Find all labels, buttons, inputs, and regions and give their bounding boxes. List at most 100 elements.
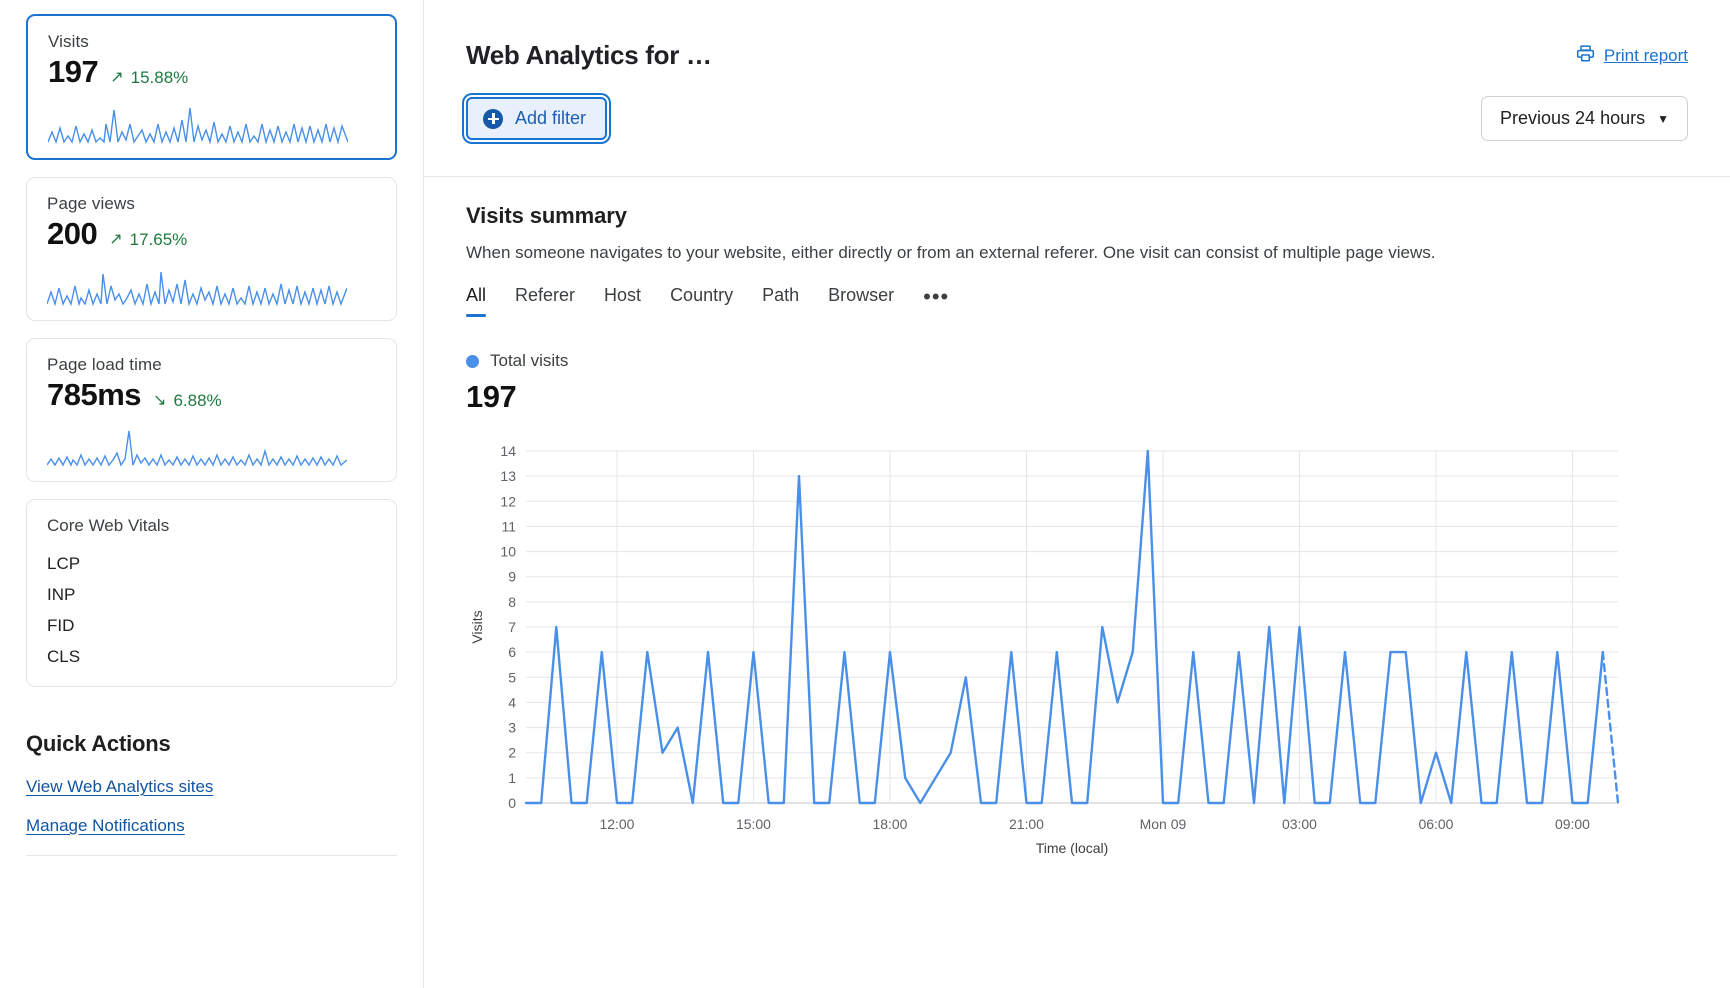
metric-value: 785ms — [47, 377, 142, 412]
svg-text:13: 13 — [500, 468, 516, 484]
cwv-bar-track — [101, 646, 376, 668]
core-web-vitals-card[interactable]: Core Web Vitals LCP INP FID CLS — [26, 499, 397, 687]
tab-bar: All Referer Host Country Path Browser ••… — [466, 285, 1688, 317]
svg-text:9: 9 — [508, 569, 516, 585]
plus-circle-icon — [483, 108, 503, 129]
legend-label: Total visits — [490, 351, 569, 370]
metric-label: Page views — [47, 194, 135, 213]
metric-row: 785ms ↘ 6.88% — [47, 377, 376, 419]
chart-legend: Total visits — [466, 351, 1688, 371]
divider — [26, 855, 397, 856]
metric-delta-value: 15.88% — [130, 68, 189, 87]
svg-text:12: 12 — [500, 493, 516, 509]
link-manage-notifications[interactable]: Manage Notifications — [26, 816, 185, 835]
svg-text:8: 8 — [508, 594, 516, 610]
chevron-down-icon: ▼ — [1657, 111, 1669, 126]
metric-card-page-load-time[interactable]: Page load time 785ms ↘ 6.88% — [26, 338, 397, 482]
svg-text:4: 4 — [508, 694, 516, 710]
section-description: When someone navigates to your website, … — [466, 243, 1436, 262]
sparkline-visits — [48, 107, 348, 145]
svg-text:14: 14 — [500, 443, 516, 459]
metric-card-page-views[interactable]: Page views 200 ↗ 17.65% — [26, 177, 397, 321]
main-content: Web Analytics for … Print report Ad — [424, 0, 1730, 988]
trend-up-icon: ↗ — [110, 69, 124, 86]
sidebar: Visits 197 ↗ 15.88% Page views 200 ↗ 17.… — [0, 0, 424, 988]
add-filter-label: Add filter — [515, 108, 587, 128]
svg-text:10: 10 — [500, 544, 516, 560]
print-report-label: Print report — [1603, 46, 1688, 65]
cwv-row-lcp: LCP — [47, 552, 376, 575]
tab-browser[interactable]: Browser — [828, 285, 895, 305]
sparkline-page-views — [47, 271, 347, 307]
metric-row: 197 ↗ 15.88% — [48, 54, 375, 96]
tab-host[interactable]: Host — [604, 285, 642, 305]
cwv-label: INP — [47, 584, 76, 604]
add-filter-button[interactable]: Add filter — [466, 97, 608, 140]
visits-line-chart: 0 1 2 3 4 5 6 7 8 9 10 11 12 13 14 12:00 15:00 18:00 21:00… — [466, 441, 1688, 866]
legend-total-value: 197 — [466, 379, 517, 414]
cwv-row-cls: CLS — [47, 645, 376, 668]
metric-label: Visits — [48, 32, 89, 51]
svg-text:18:00: 18:00 — [872, 816, 907, 832]
cwv-row-fid: FID — [47, 614, 376, 637]
cwv-row-inp: INP — [47, 583, 376, 606]
tab-path[interactable]: Path — [762, 285, 800, 305]
cwv-label: CLS — [47, 646, 81, 666]
metric-delta: ↗ 17.65% — [109, 230, 187, 250]
cwv-bar-track — [101, 584, 376, 606]
svg-text:03:00: 03:00 — [1282, 816, 1317, 832]
svg-text:Visits: Visits — [469, 610, 485, 643]
cwv-label: FID — [47, 615, 75, 635]
main-header: Web Analytics for … Print report Ad — [424, 0, 1730, 177]
svg-text:2: 2 — [508, 745, 516, 761]
printer-icon — [1576, 44, 1595, 68]
header-bottom-row: Add filter Previous 24 hours ▼ — [466, 96, 1688, 141]
header-top-row: Web Analytics for … Print report — [466, 40, 1688, 71]
metric-delta-value: 6.88% — [173, 391, 222, 410]
time-range-dropdown[interactable]: Previous 24 hours ▼ — [1481, 96, 1688, 141]
link-view-web-analytics-sites[interactable]: View Web Analytics sites — [26, 777, 214, 796]
tab-all[interactable]: All — [466, 285, 487, 317]
svg-text:Mon 09: Mon 09 — [1140, 816, 1187, 832]
main-body: Visits summary When someone navigates to… — [424, 177, 1730, 988]
svg-text:15:00: 15:00 — [736, 816, 771, 832]
tab-referer[interactable]: Referer — [515, 285, 576, 305]
svg-text:1: 1 — [508, 770, 516, 786]
tab-overflow-menu-icon[interactable]: ••• — [923, 283, 950, 309]
metric-delta: ↘ 6.88% — [153, 391, 222, 411]
metric-delta-value: 17.65% — [129, 230, 188, 249]
metric-row: 200 ↗ 17.65% — [47, 216, 376, 258]
time-range-label: Previous 24 hours — [1500, 108, 1646, 128]
svg-text:09:00: 09:00 — [1555, 816, 1590, 832]
trend-up-icon: ↗ — [109, 231, 123, 248]
svg-text:7: 7 — [508, 619, 516, 635]
cwv-bar-track — [101, 553, 376, 575]
svg-text:12:00: 12:00 — [599, 816, 634, 832]
legend-color-dot — [466, 354, 479, 368]
core-web-vitals-title: Core Web Vitals — [47, 516, 170, 535]
trend-down-icon: ↘ — [153, 392, 167, 409]
metric-card-visits[interactable]: Visits 197 ↗ 15.88% — [26, 14, 397, 160]
metric-delta: ↗ 15.88% — [110, 68, 188, 88]
cwv-label: LCP — [47, 553, 81, 573]
metric-value: 197 — [48, 54, 99, 89]
page-title: Web Analytics for … — [466, 40, 712, 70]
quick-actions-title: Quick Actions — [26, 731, 171, 756]
cwv-bar-track — [101, 615, 376, 637]
svg-text:5: 5 — [508, 669, 516, 685]
svg-text:Time (local): Time (local) — [1036, 840, 1109, 856]
svg-text:6: 6 — [508, 644, 516, 660]
svg-text:21:00: 21:00 — [1009, 816, 1044, 832]
svg-text:06:00: 06:00 — [1418, 816, 1453, 832]
svg-text:3: 3 — [508, 720, 516, 736]
print-report-button[interactable]: Print report — [1576, 44, 1688, 68]
metric-label: Page load time — [47, 355, 162, 374]
tab-country[interactable]: Country — [670, 285, 734, 305]
svg-text:11: 11 — [501, 518, 516, 534]
svg-text:0: 0 — [508, 795, 516, 811]
sparkline-page-load-time — [47, 430, 347, 467]
quick-actions-section: Quick Actions View Web Analytics sites M… — [26, 731, 397, 856]
section-title: Visits summary — [466, 203, 627, 228]
